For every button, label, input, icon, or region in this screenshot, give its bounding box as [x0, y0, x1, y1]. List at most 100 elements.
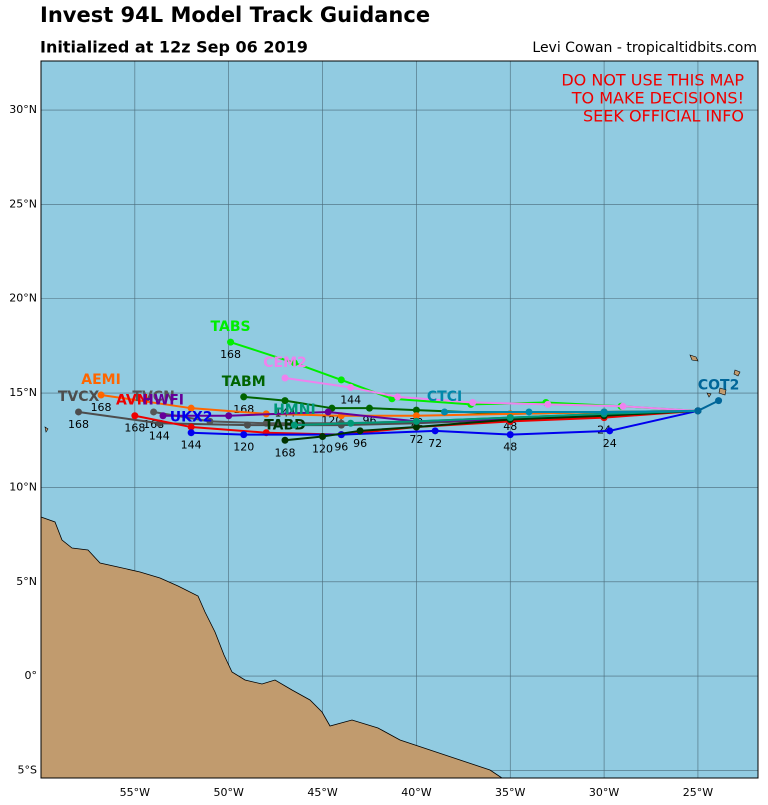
track-point [187, 404, 195, 412]
y-tick-label: 25°N [9, 197, 37, 210]
x-tick-label: 55°W [120, 786, 150, 799]
track-point [619, 402, 627, 410]
track [134, 409, 699, 436]
track-point [187, 429, 195, 437]
hour-label: 72 [409, 433, 423, 446]
track-point [694, 407, 702, 415]
track-point [281, 374, 289, 382]
y-tick-label: 5°S [18, 763, 37, 776]
track-point [206, 417, 214, 425]
x-tick-label: 50°W [214, 786, 244, 799]
model-label: TABS [211, 319, 251, 335]
track-point [347, 383, 355, 391]
warning: DO NOT USE THIS MAP [561, 71, 744, 90]
track-point [290, 359, 298, 367]
model-label: TABM [222, 374, 266, 390]
credit: Levi Cowan - tropicaltidbits.com [532, 40, 757, 56]
track-point [412, 423, 420, 431]
model-label: UKX2 [170, 410, 213, 426]
chart-subtitle: Initialized at 12z Sep 06 2019 [40, 38, 308, 57]
track-point [240, 431, 248, 439]
warning: SEEK OFFICIAL INFO [583, 107, 744, 126]
x-tick-label: 35°W [495, 786, 525, 799]
model-label: TVCX [58, 389, 100, 405]
track-point [227, 338, 235, 346]
track-point [281, 436, 289, 444]
x-tick-label: 25°W [683, 786, 713, 799]
track-point [412, 406, 420, 414]
track-point [240, 393, 248, 401]
x-tick-label: 40°W [401, 786, 431, 799]
chart-title: Invest 94L Model Track Guidance [40, 3, 430, 27]
hour-label: 96 [353, 437, 367, 450]
model-label: HWFI [142, 393, 184, 409]
hour-label: 144 [149, 429, 170, 442]
track-point [225, 412, 233, 420]
hour-label: 168 [220, 348, 241, 361]
track-point [243, 421, 251, 429]
hour-label: 48 [503, 420, 517, 433]
x-tick-label: 45°W [307, 786, 337, 799]
track-point [606, 427, 614, 435]
track-point [159, 412, 167, 420]
model-label: COT2 [698, 378, 739, 394]
hour-label: 24 [603, 437, 617, 450]
y-tick-label: 30°N [9, 103, 37, 116]
track-point [412, 412, 420, 420]
track-point [506, 414, 514, 422]
hour-label: 48 [503, 441, 517, 454]
track-point [715, 397, 723, 405]
model-label: AEMI [81, 372, 121, 388]
y-tick-label: 10°N [9, 480, 37, 493]
model-label: TABD [264, 417, 306, 433]
track-point [131, 412, 139, 420]
y-tick-label: 15°N [9, 386, 37, 399]
hour-label: 168 [124, 422, 145, 435]
track [444, 409, 698, 413]
model-label: AVNI [116, 393, 154, 409]
hour-label: 168 [275, 446, 296, 459]
land [40, 516, 504, 779]
track-point [600, 408, 608, 416]
track-point [187, 423, 195, 431]
track-point [365, 404, 373, 412]
hour-label: 168 [68, 418, 89, 431]
track-point [544, 400, 552, 408]
track-point [347, 419, 355, 427]
track-point [150, 408, 158, 416]
y-tick-label: 5°N [16, 575, 37, 588]
track-point [431, 427, 439, 435]
hour-label: 144 [340, 393, 361, 406]
track-point [97, 391, 105, 399]
track-point [324, 408, 332, 416]
hour-label: 144 [181, 439, 202, 452]
track [697, 399, 720, 412]
track-point [394, 393, 402, 401]
model-label: CEM2 [263, 355, 307, 371]
track-point [337, 376, 345, 384]
track-point [469, 399, 477, 407]
track [294, 409, 698, 427]
track-point [290, 421, 298, 429]
model-label: TVCN [132, 389, 174, 405]
frame [40, 60, 759, 779]
track-point [356, 427, 364, 435]
track-point [281, 397, 289, 405]
track-point [525, 408, 533, 416]
x-tick-label: 30°W [589, 786, 619, 799]
track-point [75, 408, 83, 416]
model-label: HMNI [273, 402, 316, 418]
hour-label: 168 [91, 401, 112, 414]
hour-label: 120 [233, 441, 254, 454]
hour-label: 96 [334, 441, 348, 454]
island [44, 354, 741, 433]
hour-label: 72 [428, 437, 442, 450]
warning: TO MAKE DECISIONS! [571, 89, 744, 108]
hour-label: 120 [312, 442, 333, 455]
track-point [319, 432, 327, 440]
track-point [506, 431, 514, 439]
track-point [441, 408, 449, 416]
y-tick-label: 0° [25, 669, 38, 682]
y-tick-label: 20°N [9, 292, 37, 305]
